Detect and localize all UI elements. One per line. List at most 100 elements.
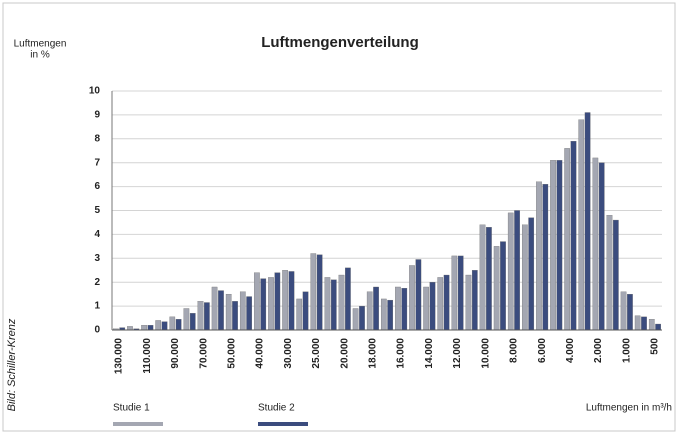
- bar: [239, 291, 246, 331]
- chart-title: Luftmengenverteilung: [261, 34, 419, 51]
- frame: [2, 2, 676, 432]
- x-tick-label: 4.000: [565, 338, 576, 363]
- bar: [556, 160, 563, 331]
- bar: [401, 288, 408, 331]
- bar: [169, 316, 176, 331]
- x-tick-label: 110.000: [142, 338, 153, 374]
- x-tick-label: 500: [650, 338, 661, 355]
- bar: [204, 302, 210, 331]
- bar: [254, 272, 260, 331]
- bar: [415, 259, 422, 331]
- y-tick-label: 3: [94, 253, 100, 264]
- y-tick-label: 2: [94, 277, 100, 288]
- bar: [437, 277, 444, 331]
- bar: [620, 291, 627, 331]
- bar: [457, 255, 464, 331]
- bar: [260, 278, 267, 331]
- x-tick-label: 25.000: [311, 338, 322, 369]
- bar: [161, 321, 168, 331]
- bar: [451, 255, 458, 331]
- y-tick-label: 6: [94, 181, 100, 192]
- bar: [183, 308, 190, 331]
- y-tick-label: 1: [94, 301, 100, 312]
- credit: Bild: Schiller-Krenz: [6, 318, 18, 411]
- bar: [387, 299, 394, 331]
- x-tick-label: 50.000: [227, 338, 238, 369]
- bar: [380, 298, 387, 331]
- bar: [612, 219, 619, 331]
- y-tick-label: 8: [94, 133, 100, 144]
- bar: [310, 253, 317, 331]
- bar: [570, 141, 577, 331]
- bar: [246, 296, 252, 331]
- x-tick-label: 8.000: [509, 338, 520, 363]
- bar: [409, 265, 415, 331]
- bar: [479, 224, 486, 331]
- bar: [423, 286, 429, 331]
- bar: [606, 215, 613, 331]
- y-tick-label: 5: [94, 205, 100, 216]
- x-tick-label: 2.000: [593, 338, 604, 363]
- bar: [147, 325, 154, 331]
- x-tick-label: 40.000: [255, 338, 266, 369]
- y-axis-label: in %: [30, 50, 50, 61]
- bar: [324, 277, 331, 331]
- bar: [359, 305, 365, 331]
- bar: [542, 184, 549, 331]
- y-tick-label: 10: [89, 86, 101, 97]
- bar: [592, 157, 599, 331]
- bar: [507, 212, 514, 331]
- bar: [316, 254, 323, 331]
- bar: [584, 112, 591, 331]
- bar: [373, 286, 379, 331]
- bar: [465, 274, 472, 331]
- bar: [564, 148, 570, 331]
- bar: [268, 277, 274, 331]
- x-tick-label: 1.000: [621, 338, 632, 363]
- bar: [225, 293, 232, 331]
- bar: [282, 270, 288, 331]
- bar: [655, 323, 661, 331]
- y-tick-label: 4: [94, 229, 100, 240]
- x-tick-label: 130.000: [114, 338, 125, 375]
- bar: [274, 272, 281, 331]
- x-tick-label: 70.000: [198, 338, 209, 369]
- bar: [641, 316, 647, 331]
- y-tick-label: 7: [94, 157, 100, 168]
- bar: [550, 160, 556, 331]
- bar: [598, 162, 605, 331]
- bar: [155, 320, 162, 331]
- x-axis-label: Luftmengen in m³/h: [586, 403, 672, 414]
- bar: [197, 301, 204, 331]
- bar: [296, 298, 303, 331]
- bar: [578, 119, 585, 331]
- bar: [493, 246, 500, 331]
- bar: [514, 210, 520, 331]
- x-tick-label: 12.000: [452, 338, 463, 369]
- y-tick-label: 0: [94, 325, 100, 336]
- bar: [471, 270, 478, 331]
- bar: [189, 313, 196, 331]
- bar: [302, 291, 309, 331]
- bar: [288, 271, 295, 331]
- bar: [627, 293, 633, 331]
- bar: [443, 274, 450, 331]
- bar: [330, 279, 337, 331]
- bar: [366, 291, 373, 331]
- bar: [338, 274, 345, 331]
- legend-label: Studie 2: [258, 403, 295, 414]
- x-tick-label: 14.000: [424, 338, 435, 369]
- legend-label: Studie 1: [113, 403, 150, 414]
- x-tick-label: 6.000: [537, 338, 548, 363]
- bar: [536, 181, 542, 331]
- x-tick-label: 20.000: [339, 338, 350, 369]
- y-tick-label: 9: [94, 110, 100, 121]
- bar: [648, 319, 655, 331]
- bar: [127, 326, 133, 331]
- bar: [528, 217, 535, 331]
- bar: [429, 282, 436, 331]
- x-tick-label: 10.000: [480, 338, 491, 369]
- x-tick-label: 18.000: [368, 338, 379, 369]
- bar: [486, 227, 492, 331]
- bar: [352, 308, 359, 331]
